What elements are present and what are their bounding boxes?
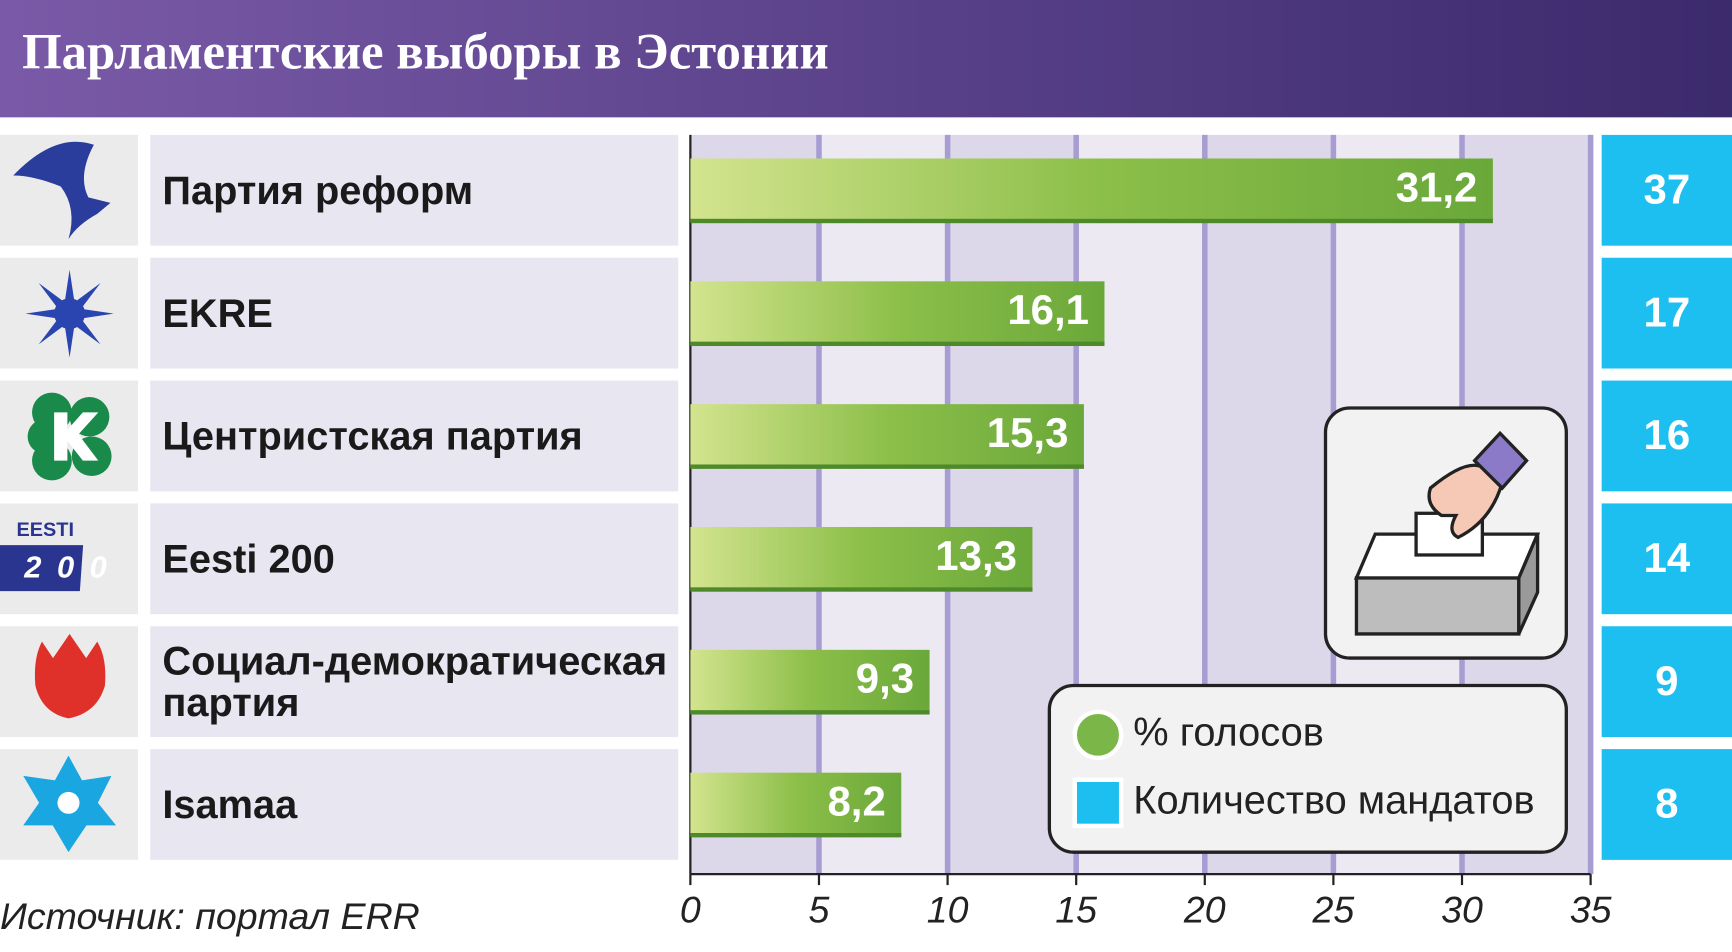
x-tick-label: 10 <box>927 888 969 930</box>
logo-reform <box>13 141 111 240</box>
bar-value-label: 13,3 <box>935 532 1017 579</box>
bar-shadow <box>690 833 902 838</box>
bar-value-label: 15,3 <box>987 409 1069 456</box>
bar-shadow <box>690 464 1084 469</box>
svg-text:200: 200 <box>23 549 122 584</box>
bar <box>690 158 1493 223</box>
category-label-wrap: Социал-демократическая партия <box>162 637 668 725</box>
legend-swatch <box>1072 709 1124 761</box>
bar <box>690 649 930 714</box>
legend: % голосов Количество мандатов <box>1072 709 1535 829</box>
bar-value-label: 31,2 <box>1396 163 1478 210</box>
label-box <box>150 503 679 615</box>
category-label: EKRE <box>162 290 273 336</box>
bar-shadow <box>690 710 930 715</box>
x-tick-label: 35 <box>1570 888 1612 930</box>
label-box <box>150 380 679 492</box>
legend-label: % голосов <box>1133 710 1324 754</box>
category-label: Социал-демократическая партия <box>162 637 668 725</box>
seat-box <box>1601 749 1732 860</box>
label-box <box>150 257 679 369</box>
bar-value-label: 9,3 <box>856 655 914 702</box>
seat-label: 16 <box>1643 411 1690 458</box>
seat-box <box>1601 257 1732 369</box>
logos: EESTI 200 <box>0 141 122 853</box>
bar <box>690 404 1084 468</box>
category-label: Isamaa <box>162 781 298 827</box>
logo-ekre <box>25 269 114 358</box>
logo-eesti200: EESTI 200 <box>0 519 122 592</box>
seat-label: 14 <box>1643 534 1690 581</box>
category-label-wrap: Центристская партия <box>162 412 583 458</box>
bar <box>690 527 1033 591</box>
category-label: Партия реформ <box>162 167 474 213</box>
ballot-icon <box>1323 406 1568 660</box>
seat-box <box>1601 503 1732 615</box>
seat-label: 37 <box>1643 166 1690 213</box>
seat-label: 17 <box>1643 288 1690 335</box>
seat-label: 8 <box>1655 780 1678 827</box>
category-label-wrap: EKRE <box>162 290 273 336</box>
category-label-wrap: Партия реформ <box>162 167 474 213</box>
legend-label: Количество мандатов <box>1133 778 1534 822</box>
label-box <box>150 749 679 860</box>
bar-shadow <box>690 341 1105 347</box>
plot-band <box>818 134 948 875</box>
rows: Партия реформ 37 EKRE 17 Центристская партия… <box>0 134 1732 860</box>
header <box>0 0 1732 118</box>
label-box <box>150 134 679 246</box>
bar-value-label: 16,1 <box>1007 286 1089 333</box>
category-label-wrap: Isamaa <box>162 781 298 827</box>
x-tick-label: 15 <box>1055 888 1097 930</box>
seat-box <box>1601 134 1732 246</box>
x-tick-label: 0 <box>680 888 701 930</box>
label-box <box>150 626 679 738</box>
seat-box <box>1601 380 1732 492</box>
x-tick-label: 20 <box>1183 888 1226 930</box>
svg-text:EESTI: EESTI <box>17 519 74 541</box>
x-tick-label: 25 <box>1312 888 1355 930</box>
category-label-wrap: Eesti 200 <box>162 535 335 581</box>
logo-isamaa-center <box>57 791 80 814</box>
logo-center <box>27 392 112 481</box>
bar-shadow <box>690 587 1033 592</box>
bar-shadow <box>690 218 1493 224</box>
legend-box <box>1047 683 1568 854</box>
x-tick-label: 5 <box>809 888 830 930</box>
source: Источник: портал ERR <box>0 895 420 937</box>
chart-title: Парламентские выборы в Эстонии <box>22 24 829 80</box>
seat-box <box>1601 626 1732 738</box>
bar-value-label: 8,2 <box>827 778 885 825</box>
bar <box>690 281 1105 345</box>
legend-swatch <box>1072 777 1124 829</box>
category-label: Eesti 200 <box>162 535 335 581</box>
logo-sde <box>34 633 106 719</box>
bar <box>690 772 902 837</box>
plot-band <box>690 134 819 875</box>
category-label: Центристская партия <box>162 412 583 458</box>
x-tick-label: 30 <box>1441 888 1483 930</box>
seat-label: 9 <box>1655 657 1678 704</box>
